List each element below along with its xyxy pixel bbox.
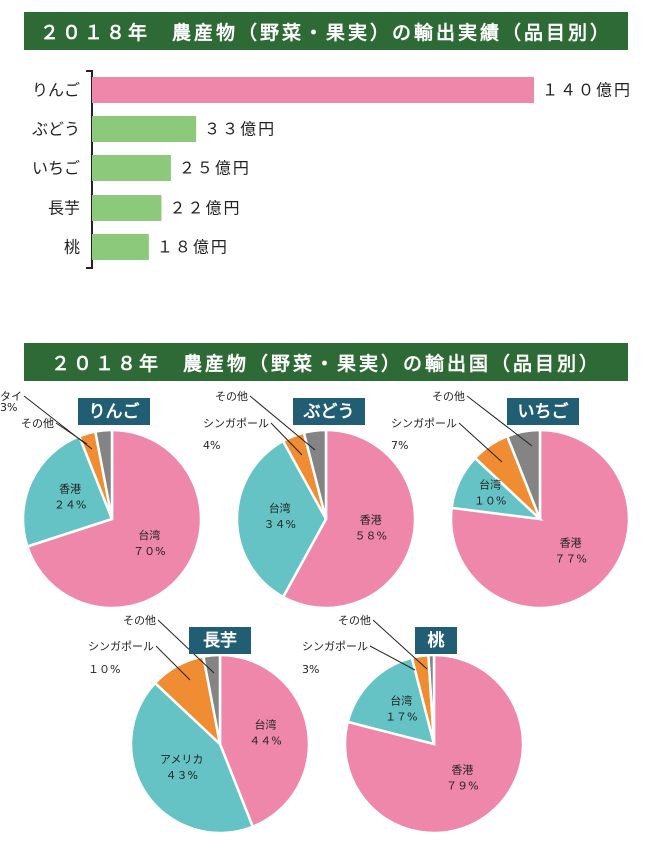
pie-callout-label: その他 [21,417,54,430]
pie-leader-line [55,422,88,445]
pie-slice-label: 香港 [451,764,473,777]
pie-slice-value: １７% [385,710,417,723]
bar-value-label: ２２億円 [169,199,241,218]
bar-chart-title: ２０１８年 農産物（野菜・果実）の輸出実績（品目別） [24,12,628,50]
pie-title-chip [507,398,579,425]
bar-category-label: ぶどう [32,120,80,139]
pie-leader-line [372,619,428,670]
pie-slice-value: ３４% [263,518,295,531]
pie-callout-value: 3% [0,401,17,414]
pie-title-chip [78,398,150,425]
pie-slice-label: 台湾 [390,693,412,707]
pie-leader-line [466,395,533,447]
bar-3 [92,195,162,221]
pie-callout-label: シンガポール [302,640,368,653]
pie-slice-label: 台湾 [269,501,291,515]
pie-title-chip [293,398,365,425]
pie-slice-label: 台湾 [255,717,277,731]
pie-2-slice-3 [505,428,542,520]
pie-callout-label: シンガポール [203,417,269,430]
pie-slice-value: １０% [474,495,506,508]
bar-category-label: いちご [32,159,80,178]
bar-axis-bracket [86,70,93,269]
bar-value-label: １８億円 [157,238,229,257]
pie-slice-label: 台湾 [479,478,501,492]
pie-slice-value: ２４% [54,498,86,511]
pie-title-chip [189,627,251,654]
pie-slice-value: ４３% [165,769,197,782]
bar-4 [92,234,149,260]
pie-title-chip [415,627,457,654]
bar-category-label: りんご [32,81,80,100]
pie-leader-line [249,395,316,451]
pie-callout-label: シンガポール [391,417,457,430]
pie-0-slice-3 [93,428,114,520]
pie-slice-value: ４４% [249,734,281,747]
pie-title: いちご [518,401,570,422]
pie-3-slice-3 [201,653,222,745]
pie-slice-value: ７０% [133,545,165,558]
bar-category-label: 長芋 [48,199,80,218]
bar-value-label: ３３億円 [204,120,276,139]
pie-callout-value: 4% [203,439,220,452]
pie-chart-title: ２０１８年 農産物（野菜・果実）の輸出国（品目別） [24,343,628,381]
bar-0 [92,77,534,103]
pie-0-slice-0 [25,428,203,610]
pie-slice-label: 香港 [560,537,582,550]
bar-1 [92,116,197,142]
pie-slice-label: 香港 [360,514,382,527]
pie-callout-label: その他 [338,614,371,627]
pie-leader-line [369,645,416,671]
pie-leader-line [155,645,191,681]
pie-slice-label: アメリカ [160,753,203,766]
pie-callout-label: その他 [123,614,156,627]
pie-1-slice-3 [302,428,328,520]
pie-callout-value: １０% [88,663,120,676]
pie-callout-label: シンガポール [88,640,154,653]
pie-title: りんご [89,401,141,422]
pie-slice-value: ５８% [355,530,387,543]
pie-title: 長芋 [203,630,237,651]
pie-4-slice-1 [346,656,436,746]
pie-callout-label: その他 [215,390,248,403]
pie-title: 桃 [428,630,445,651]
pie-callout-value: 3% [302,663,319,676]
pie-1-slice-0 [281,428,417,610]
pie-leader-line [157,619,215,674]
pie-slice-label: 台湾 [138,528,160,542]
pie-slice-value: ７７% [554,553,586,566]
pie-callout-value: 7% [391,439,408,452]
pie-4-slice-3 [427,653,436,745]
bar-value-label: １４０億円 [542,81,632,100]
bar-value-label: ２５億円 [179,159,251,178]
pie-leader-line [270,422,303,456]
pie-leader-line [458,422,503,463]
pie-slice-value: ７９% [446,780,478,793]
pie-title: ぶどう [303,402,355,422]
pie-callout-label: その他 [432,390,465,403]
pie-3-slice-0 [218,653,311,829]
pie-3-slice-1 [129,681,255,835]
pie-callout-label: タイ [0,390,22,403]
bar-2 [92,155,171,181]
bar-category-label: 桃 [64,238,80,257]
pie-slice-label: 香港 [59,482,81,495]
